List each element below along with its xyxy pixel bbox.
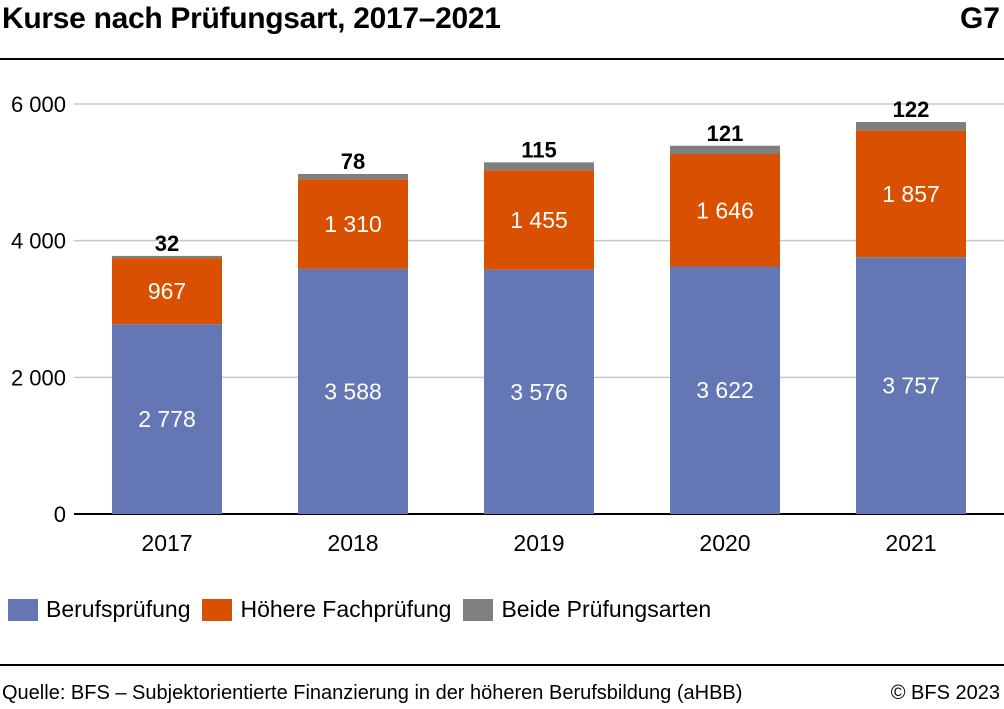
bar-segment-2017-2: [112, 255, 222, 259]
legend: Berufsprüfung Höhere Fachprüfung Beide P…: [8, 596, 723, 623]
chart-code: G7: [959, 2, 1000, 35]
y-tick-label: 0: [54, 502, 66, 527]
legend-swatch-hoehere-fachpruefung: [202, 598, 233, 621]
bar-segment-2017-1: [112, 258, 222, 325]
data-label-2021-1: 1 857: [882, 181, 940, 207]
y-tick-label: 6 000: [11, 92, 66, 117]
data-label-2017-1: 967: [148, 278, 186, 304]
y-tick-label: 4 000: [11, 229, 66, 254]
source-note: Quelle: BFS – Subjektorientierte Finanzi…: [2, 682, 743, 704]
bar-segment-2018-0: [298, 268, 408, 514]
bar-segment-2018-2: [298, 173, 408, 180]
legend-item-hoehere-fachpruefung: Höhere Fachprüfung: [202, 596, 451, 623]
y-tick-label: 2 000: [11, 365, 66, 390]
bar-segment-2020-2: [670, 145, 780, 155]
legend-swatch-beide-pruefungsarten: [463, 598, 494, 621]
data-label-2017-0: 2 778: [138, 406, 196, 432]
legend-label-beide-pruefungsarten: Beide Prüfungsarten: [501, 596, 712, 622]
legend-item-beide-pruefungsarten: Beide Prüfungsarten: [463, 596, 711, 623]
top-rule: [0, 58, 1004, 60]
data-label-2018-0: 3 588: [324, 378, 382, 404]
x-tick-label: 2021: [885, 530, 936, 556]
bar-segment-2017-0: [112, 324, 222, 514]
stacked-bar-chart: 0 2 000 4 000 6 000 2 778 967 32 2017 3 588 1 310…: [11, 92, 1004, 556]
copyright-note: © BFS 2023: [890, 682, 1000, 704]
data-label-2018-1: 1 310: [324, 211, 382, 237]
data-label-2020-0: 3 622: [696, 377, 754, 403]
x-tick-label: 2018: [327, 530, 378, 556]
bar-segment-2021-2: [856, 122, 966, 131]
data-label-2021-0: 3 757: [882, 373, 940, 399]
bar-segment-2019-0: [484, 269, 594, 514]
data-label-2018-2: 78: [341, 149, 365, 174]
legend-item-berufspruefung: Berufsprüfung: [8, 596, 190, 623]
data-label-2020-2: 121: [707, 121, 744, 146]
bar-segment-2019-2: [484, 162, 594, 171]
legend-label-berufspruefung: Berufsprüfung: [46, 596, 191, 622]
bar-segment-2021-1: [856, 130, 966, 258]
data-label-2019-1: 1 455: [510, 207, 568, 233]
legend-label-hoehere-fachpruefung: Höhere Fachprüfung: [240, 596, 452, 622]
bar-segment-2019-1: [484, 170, 594, 270]
x-tick-label: 2020: [699, 530, 750, 556]
x-tick-label: 2019: [513, 530, 564, 556]
data-label-2019-2: 115: [521, 137, 557, 162]
data-label-2019-0: 3 576: [510, 379, 568, 405]
bar-segment-2021-0: [856, 257, 966, 514]
bottom-rule: [0, 664, 1004, 666]
chart-title: Kurse nach Prüfungsart, 2017–2021: [2, 2, 501, 35]
data-label-2020-1: 1 646: [696, 197, 754, 223]
data-label-2021-2: 122: [893, 97, 930, 122]
data-label-2017-2: 32: [155, 231, 179, 256]
bar-segment-2020-1: [670, 154, 780, 267]
bar-segment-2018-1: [298, 179, 408, 269]
x-tick-label: 2017: [141, 530, 192, 556]
legend-swatch-berufspruefung: [8, 598, 38, 621]
bar-segment-2020-0: [670, 266, 780, 514]
